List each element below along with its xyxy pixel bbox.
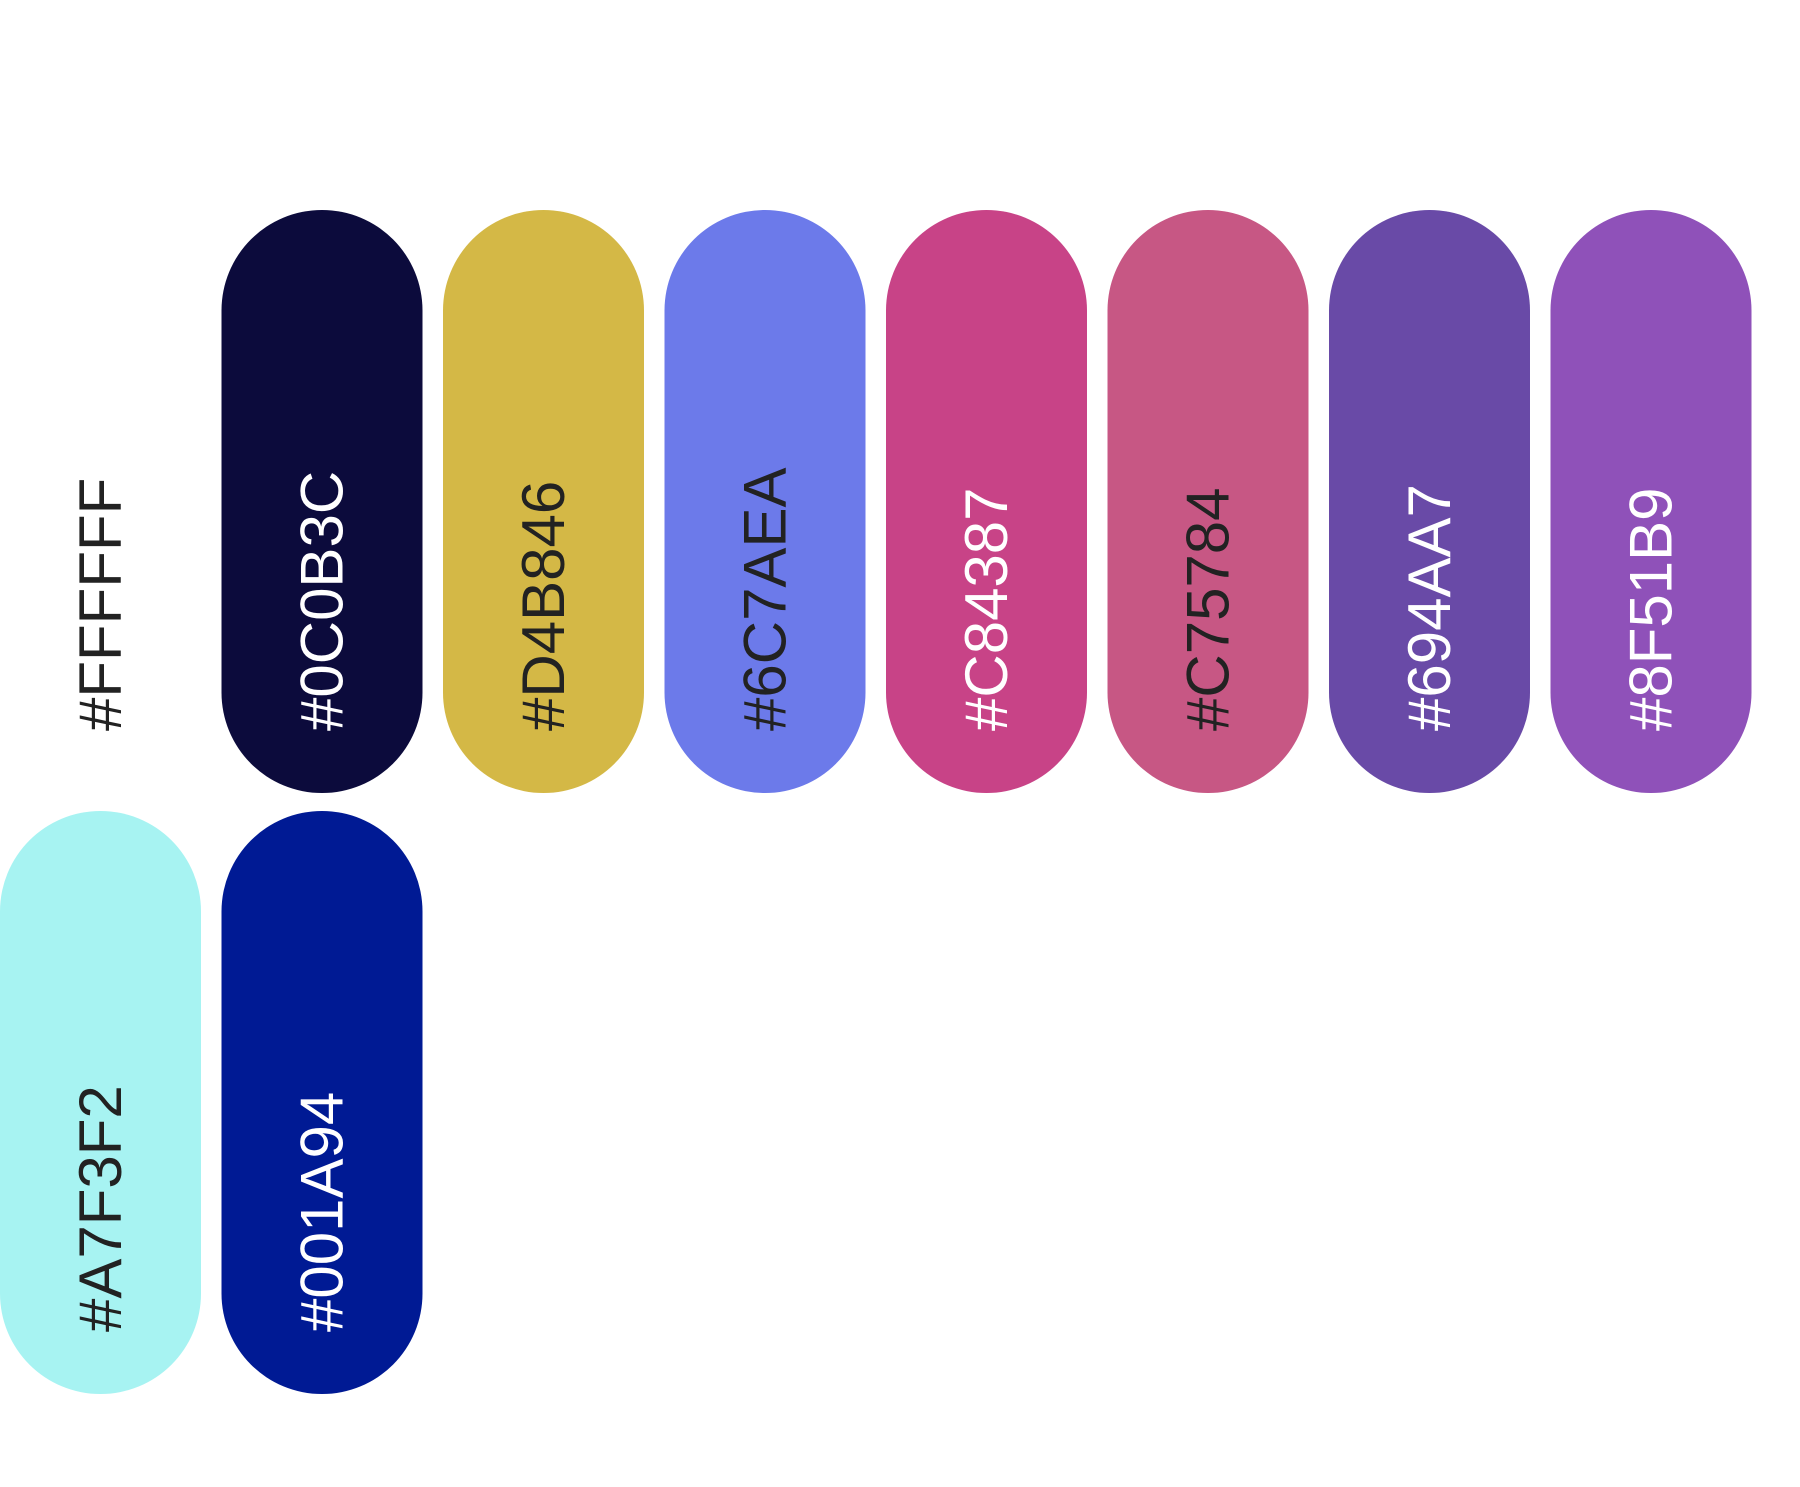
swatch-label: #FFFFFF xyxy=(67,478,134,731)
swatch-label: #001A94 xyxy=(289,1092,356,1332)
color-swatch xyxy=(0,811,201,1394)
color-swatch xyxy=(0,210,201,793)
color-swatch xyxy=(221,811,423,1394)
swatch-label: #C84387 xyxy=(953,487,1020,731)
swatch-label: #6C7AEA xyxy=(732,468,799,732)
swatch-label: #8F51B9 xyxy=(1618,487,1685,731)
color-swatch xyxy=(443,210,644,793)
swatch-label: #0C0B3C xyxy=(289,471,356,731)
color-swatch xyxy=(1550,210,1752,793)
swatch-label: #694AA7 xyxy=(1396,484,1463,731)
swatch-label: #D4B846 xyxy=(510,481,577,731)
color-swatch xyxy=(221,210,423,793)
color-swatch xyxy=(1329,210,1530,793)
color-swatch xyxy=(1107,210,1309,793)
color-swatch xyxy=(664,210,866,793)
swatch-label: #A7F3F2 xyxy=(67,1085,134,1332)
color-swatch xyxy=(886,210,1087,793)
swatch-label: #C75784 xyxy=(1175,487,1242,731)
